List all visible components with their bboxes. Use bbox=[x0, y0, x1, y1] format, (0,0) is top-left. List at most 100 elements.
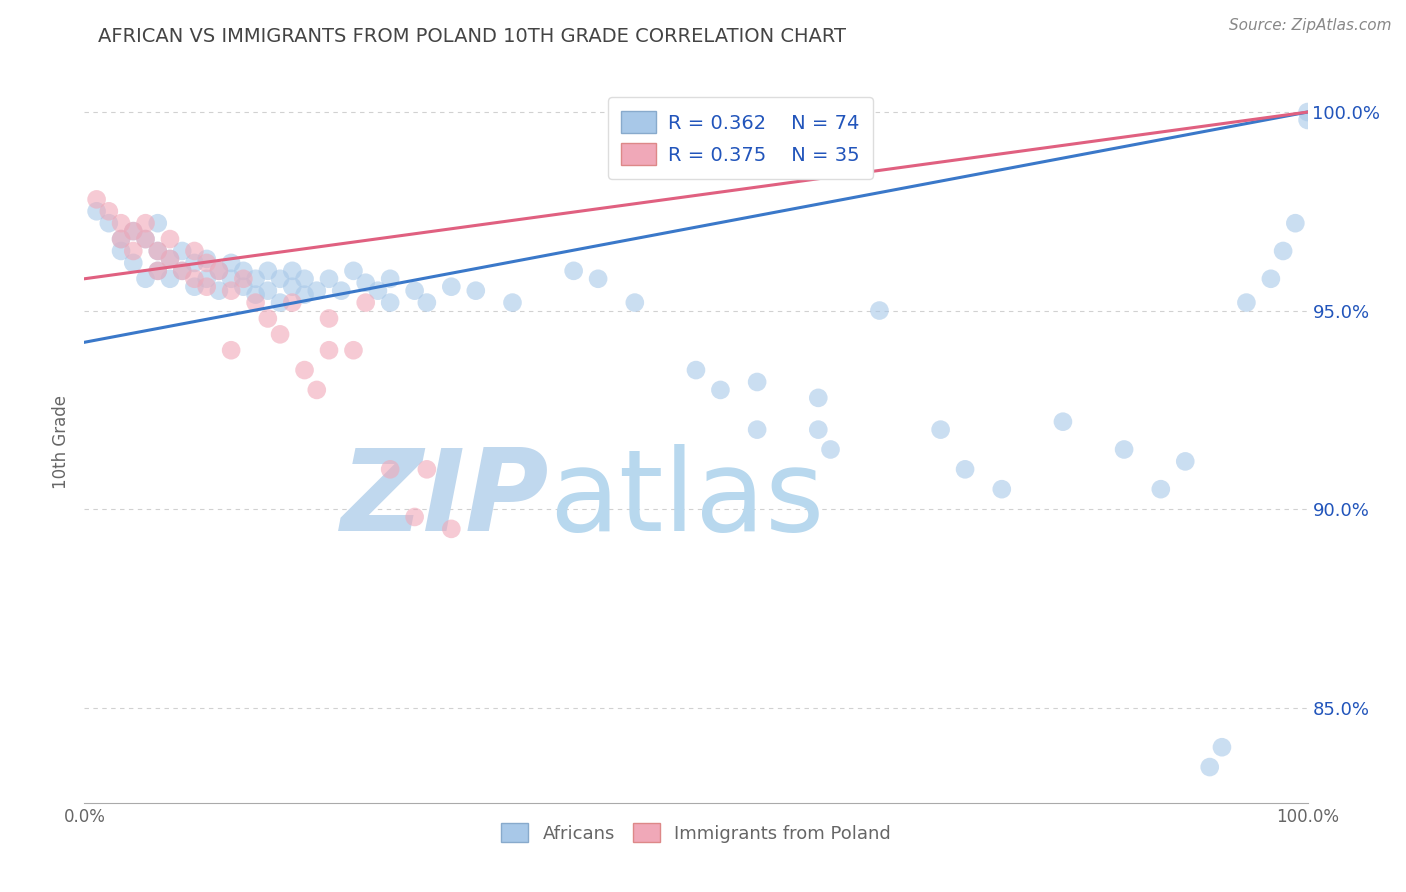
Point bbox=[269, 327, 291, 342]
Point bbox=[747, 423, 769, 437]
Point bbox=[208, 264, 231, 278]
Point bbox=[110, 244, 132, 258]
Point bbox=[1150, 482, 1173, 496]
Point bbox=[685, 363, 707, 377]
Text: Source: ZipAtlas.com: Source: ZipAtlas.com bbox=[1229, 18, 1392, 33]
Point bbox=[281, 264, 304, 278]
Point bbox=[380, 462, 402, 476]
Point bbox=[135, 216, 157, 230]
Point bbox=[183, 244, 205, 258]
Point bbox=[195, 279, 218, 293]
Point bbox=[294, 363, 316, 377]
Point bbox=[122, 224, 145, 238]
Point bbox=[404, 510, 426, 524]
Point bbox=[110, 216, 132, 230]
Point bbox=[86, 193, 108, 207]
Point bbox=[183, 272, 205, 286]
Point bbox=[146, 216, 169, 230]
Point bbox=[146, 264, 169, 278]
Point bbox=[416, 295, 439, 310]
Point bbox=[135, 272, 157, 286]
Point bbox=[1052, 415, 1074, 429]
Point bbox=[1284, 216, 1306, 230]
Point bbox=[440, 279, 463, 293]
Point bbox=[929, 423, 952, 437]
Point bbox=[1296, 113, 1319, 128]
Point bbox=[86, 204, 108, 219]
Point bbox=[232, 264, 254, 278]
Point bbox=[281, 279, 304, 293]
Point bbox=[122, 256, 145, 270]
Point bbox=[257, 311, 280, 326]
Point bbox=[208, 284, 231, 298]
Point bbox=[464, 284, 486, 298]
Point bbox=[1236, 295, 1258, 310]
Point bbox=[97, 216, 120, 230]
Point bbox=[195, 256, 218, 270]
Point bbox=[257, 284, 280, 298]
Point bbox=[562, 264, 585, 278]
Point bbox=[342, 343, 364, 358]
Point bbox=[624, 295, 647, 310]
Point bbox=[110, 232, 132, 246]
Point bbox=[1114, 442, 1136, 457]
Point bbox=[305, 284, 328, 298]
Point bbox=[219, 272, 242, 286]
Point bbox=[820, 442, 842, 457]
Point bbox=[146, 264, 169, 278]
Point bbox=[219, 343, 242, 358]
Point bbox=[991, 482, 1014, 496]
Point bbox=[159, 252, 181, 266]
Point bbox=[183, 256, 205, 270]
Point bbox=[135, 232, 157, 246]
Y-axis label: 10th Grade: 10th Grade bbox=[52, 394, 70, 489]
Point bbox=[159, 232, 181, 246]
Point bbox=[232, 272, 254, 286]
Point bbox=[294, 287, 316, 301]
Point bbox=[257, 264, 280, 278]
Point bbox=[342, 264, 364, 278]
Point bbox=[1260, 272, 1282, 286]
Point bbox=[269, 295, 291, 310]
Point bbox=[172, 244, 194, 258]
Point bbox=[269, 272, 291, 286]
Point bbox=[110, 232, 132, 246]
Point bbox=[807, 423, 830, 437]
Point bbox=[404, 284, 426, 298]
Point bbox=[1174, 454, 1197, 468]
Point bbox=[245, 287, 267, 301]
Point bbox=[416, 462, 439, 476]
Point bbox=[1211, 740, 1233, 755]
Point bbox=[97, 204, 120, 219]
Point bbox=[232, 279, 254, 293]
Point bbox=[1296, 105, 1319, 120]
Point bbox=[330, 284, 353, 298]
Point bbox=[245, 295, 267, 310]
Point bbox=[380, 295, 402, 310]
Point bbox=[146, 244, 169, 258]
Point bbox=[354, 295, 377, 310]
Point bbox=[183, 279, 205, 293]
Text: atlas: atlas bbox=[550, 444, 824, 555]
Point bbox=[294, 272, 316, 286]
Point bbox=[318, 272, 340, 286]
Point bbox=[1272, 244, 1295, 258]
Point bbox=[502, 295, 524, 310]
Point bbox=[208, 264, 231, 278]
Point bbox=[953, 462, 976, 476]
Point bbox=[122, 224, 145, 238]
Point bbox=[1198, 760, 1220, 774]
Point bbox=[586, 272, 609, 286]
Point bbox=[747, 375, 769, 389]
Point bbox=[159, 272, 181, 286]
Point bbox=[281, 295, 304, 310]
Text: ZIP: ZIP bbox=[340, 444, 550, 555]
Point bbox=[195, 252, 218, 266]
Point bbox=[367, 284, 389, 298]
Point bbox=[219, 284, 242, 298]
Legend: Africans, Immigrants from Poland: Africans, Immigrants from Poland bbox=[492, 814, 900, 852]
Point bbox=[219, 256, 242, 270]
Point bbox=[709, 383, 731, 397]
Point bbox=[172, 264, 194, 278]
Point bbox=[159, 252, 181, 266]
